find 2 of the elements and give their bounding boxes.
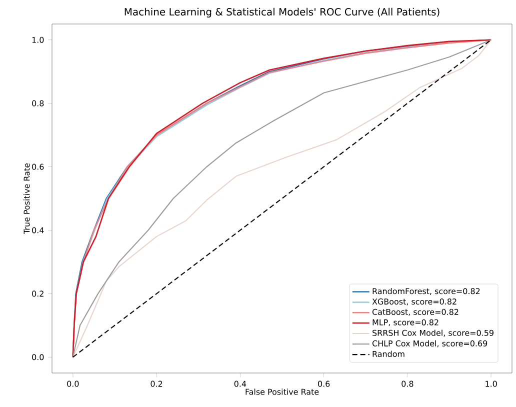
- line-series: [72, 39, 492, 358]
- chart-title: Machine Learning & Statistical Models' ROC Curve (All Patients): [124, 8, 440, 18]
